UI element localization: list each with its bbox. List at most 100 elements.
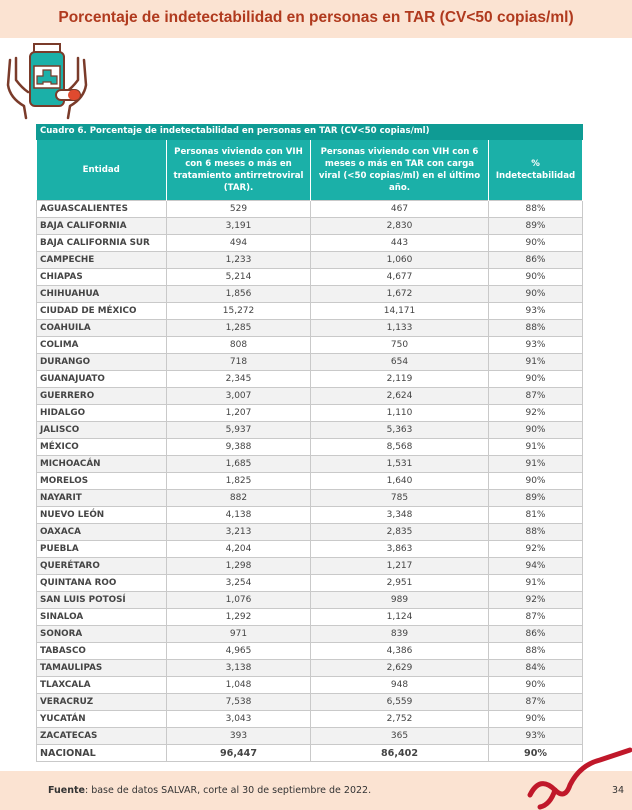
source: Fuente: base de datos SALVAR, corte al 3… xyxy=(48,785,371,796)
title-bar xyxy=(0,0,632,38)
table-row: OAXACA 3,213 2,835 88% xyxy=(36,523,583,541)
state-cell: VERACRUZ xyxy=(36,693,167,711)
value-cell: 92% xyxy=(488,404,583,422)
table-row: QUERÉTARO 1,298 1,217 94% xyxy=(36,557,583,575)
icon xyxy=(6,43,88,120)
table-row: NACIONAL 96,447 86,402 90% xyxy=(36,744,583,762)
value-cell: 5,363 xyxy=(310,421,489,439)
table-row: ZACATECAS 393 365 93% xyxy=(36,727,583,745)
value-cell: 1,825 xyxy=(166,472,311,490)
value-cell: 15,272 xyxy=(166,302,311,320)
value-cell: 88% xyxy=(488,200,583,218)
table-row: VERACRUZ 7,538 6,559 87% xyxy=(36,693,583,711)
value-cell: 4,965 xyxy=(166,642,311,660)
value-cell: 3,254 xyxy=(166,574,311,592)
value-cell: 1,124 xyxy=(310,608,489,626)
value-cell: 87% xyxy=(488,608,583,626)
value-cell: 1,110 xyxy=(310,404,489,422)
value-cell: 91% xyxy=(488,438,583,456)
column-header: Personas viviendo con VIH con 6 meses o … xyxy=(166,140,311,201)
value-cell: 94% xyxy=(488,557,583,575)
table-row: CHIHUAHUA 1,856 1,672 90% xyxy=(36,285,583,303)
value-cell: 90% xyxy=(488,370,583,388)
value-cell: 1,060 xyxy=(310,251,489,269)
value-cell: 92% xyxy=(488,540,583,558)
table-row: MICHOACÁN 1,685 1,531 91% xyxy=(36,455,583,473)
state-cell: TLAXCALA xyxy=(36,676,167,694)
value-cell: 718 xyxy=(166,353,311,371)
table-row: COLIMA 808 750 93% xyxy=(36,336,583,354)
value-cell: 3,863 xyxy=(310,540,489,558)
value-cell: 4,386 xyxy=(310,642,489,660)
table-row: NAYARIT 882 785 89% xyxy=(36,489,583,507)
state-cell: BAJA CALIFORNIA SUR xyxy=(36,234,167,252)
state-cell: COLIMA xyxy=(36,336,167,354)
value-cell: 8,568 xyxy=(310,438,489,456)
value-cell: 2,345 xyxy=(166,370,311,388)
table-row: QUINTANA ROO 3,254 2,951 91% xyxy=(36,574,583,592)
value-cell: 7,538 xyxy=(166,693,311,711)
value-cell: 89% xyxy=(488,489,583,507)
value-cell: 2,629 xyxy=(310,659,489,677)
value-cell: 6,559 xyxy=(310,693,489,711)
value-cell: 808 xyxy=(166,336,311,354)
state-cell: TABASCO xyxy=(36,642,167,660)
value-cell: 90% xyxy=(488,285,583,303)
value-cell: 4,677 xyxy=(310,268,489,286)
table-row: PUEBLA 4,204 3,863 92% xyxy=(36,540,583,558)
value-cell: 88% xyxy=(488,319,583,337)
state-cell: MORELOS xyxy=(36,472,167,490)
value-cell: 2,951 xyxy=(310,574,489,592)
table-row: HIDALGO 1,207 1,110 92% xyxy=(36,404,583,422)
state-cell: SINALOA xyxy=(36,608,167,626)
table-row: SONORA 971 839 86% xyxy=(36,625,583,643)
value-cell: 93% xyxy=(488,336,583,354)
table-row: DURANGO 718 654 91% xyxy=(36,353,583,371)
value-cell: 3,191 xyxy=(166,217,311,235)
value-cell: 3,007 xyxy=(166,387,311,405)
table-row: BAJA CALIFORNIA SUR 494 443 90% xyxy=(36,234,583,252)
table-caption: Cuadro 6. Porcentaje de indetectabilidad… xyxy=(36,124,583,140)
value-cell: 1,298 xyxy=(166,557,311,575)
table-row: TAMAULIPAS 3,138 2,629 84% xyxy=(36,659,583,677)
value-cell: 3,138 xyxy=(166,659,311,677)
value-cell: 5,937 xyxy=(166,421,311,439)
state-cell: GUANAJUATO xyxy=(36,370,167,388)
table-row: GUERRERO 3,007 2,624 87% xyxy=(36,387,583,405)
value-cell: 4,138 xyxy=(166,506,311,524)
state-cell: NUEVO LEÓN xyxy=(36,506,167,524)
value-cell: 9,388 xyxy=(166,438,311,456)
value-cell: 1,233 xyxy=(166,251,311,269)
value-cell: 4,204 xyxy=(166,540,311,558)
state-cell: DURANGO xyxy=(36,353,167,371)
value-cell: 3,213 xyxy=(166,523,311,541)
table-row: CIUDAD DE MÉXICO 15,272 14,171 93% xyxy=(36,302,583,320)
value-cell: 81% xyxy=(488,506,583,524)
table-row: CHIAPAS 5,214 4,677 90% xyxy=(36,268,583,286)
state-cell: CHIHUAHUA xyxy=(36,285,167,303)
value-cell: 3,348 xyxy=(310,506,489,524)
state-cell: JALISCO xyxy=(36,421,167,439)
state-cell: MÉXICO xyxy=(36,438,167,456)
value-cell: 86% xyxy=(488,251,583,269)
value-cell: 1,207 xyxy=(166,404,311,422)
state-cell: BAJA CALIFORNIA xyxy=(36,217,167,235)
table-row: GUANAJUATO 2,345 2,119 90% xyxy=(36,370,583,388)
state-cell: CHIAPAS xyxy=(36,268,167,286)
table-row: AGUASCALIENTES 529 467 88% xyxy=(36,200,583,218)
value-cell: 1,285 xyxy=(166,319,311,337)
table-row: COAHUILA 1,285 1,133 88% xyxy=(36,319,583,337)
table-row: JALISCO 5,937 5,363 90% xyxy=(36,421,583,439)
value-cell: 948 xyxy=(310,676,489,694)
table-row: SAN LUIS POTOSÍ 1,076 989 92% xyxy=(36,591,583,609)
value-cell: 443 xyxy=(310,234,489,252)
value-cell: 87% xyxy=(488,387,583,405)
value-cell: 971 xyxy=(166,625,311,643)
value-cell: 92% xyxy=(488,591,583,609)
value-cell: 90% xyxy=(488,268,583,286)
value-cell: 839 xyxy=(310,625,489,643)
value-cell: 1,292 xyxy=(166,608,311,626)
state-cell: NAYARIT xyxy=(36,489,167,507)
state-cell: QUINTANA ROO xyxy=(36,574,167,592)
state-cell: SAN LUIS POTOSÍ xyxy=(36,591,167,609)
